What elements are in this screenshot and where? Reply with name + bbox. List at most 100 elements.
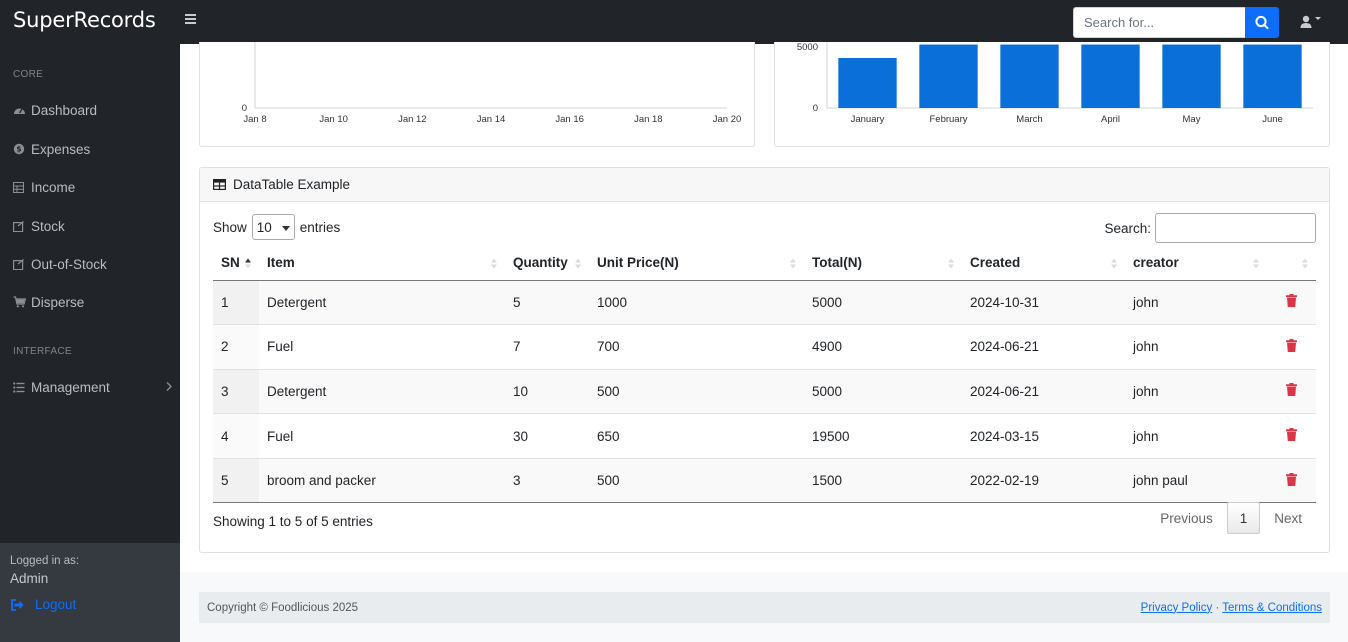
- caret-down-icon: [1315, 17, 1321, 20]
- column-header-total[interactable]: Total(N): [804, 246, 962, 281]
- bar-may: [1162, 44, 1221, 108]
- x-tick-label: June: [1262, 114, 1283, 125]
- cell-actions: [1267, 457, 1316, 504]
- column-header-quantity[interactable]: Quantity: [505, 246, 589, 281]
- sidebar-item-out-of-stock[interactable]: Out-of-Stock: [13, 253, 173, 275]
- page-length-control: Show 10 entries: [213, 214, 340, 240]
- footer-separator: ·: [1215, 601, 1220, 614]
- show-label: Show: [213, 219, 247, 235]
- column-header-actions[interactable]: [1267, 246, 1316, 281]
- column-header-creator[interactable]: creator: [1125, 246, 1267, 281]
- sort-icon: [1302, 258, 1308, 269]
- trash-icon[interactable]: [1286, 338, 1297, 352]
- cell-actions: [1267, 324, 1316, 370]
- cell-item: Fuel: [259, 413, 505, 459]
- sidebar-item-management[interactable]: Management: [13, 376, 173, 398]
- table-header-row: SN Item Quantity Unit Price(N) Total(N) …: [213, 246, 1316, 281]
- table-icon: [13, 181, 31, 193]
- cell-quantity: 10: [505, 368, 589, 414]
- trash-icon[interactable]: [1286, 472, 1297, 486]
- sidebar-item-stock[interactable]: Stock: [13, 215, 173, 237]
- cell-creator: john paul: [1125, 457, 1267, 504]
- sort-icon: [948, 258, 954, 269]
- footer-links: Privacy Policy · Terms & Conditions: [1141, 602, 1322, 614]
- sidebar-toggle-button[interactable]: [185, 14, 196, 28]
- cell-unit-price: 500: [589, 368, 804, 414]
- footer: Copyright © Foodlicious 2025 Privacy Pol…: [199, 592, 1330, 623]
- column-header-item[interactable]: Item: [259, 246, 505, 281]
- cell-unit-price: 1000: [589, 279, 804, 325]
- sidebar-item-label: Stock: [31, 218, 65, 234]
- cell-quantity: 5: [505, 279, 589, 325]
- user-menu-button[interactable]: [1299, 12, 1325, 32]
- column-header-sn[interactable]: SN: [213, 246, 259, 281]
- y-tick-label: 0: [813, 103, 818, 114]
- sidebar-item-dashboard[interactable]: Dashboard: [13, 99, 173, 121]
- trash-icon[interactable]: [1286, 294, 1297, 308]
- cell-sn: 4: [213, 413, 259, 459]
- cell-creator: john: [1125, 324, 1267, 370]
- logout-link[interactable]: Logout: [10, 597, 76, 612]
- chevron-right-icon: [166, 382, 172, 391]
- cell-total: 1500: [804, 457, 962, 504]
- table-row: 2 Fuel 7 700 4900 2024-06-21 john: [213, 324, 1316, 370]
- main-content: 0 Jan 8 Jan 10 Jan 12 Jan 14 Jan 16 Jan 18 Jan …: [180, 42, 1348, 642]
- page-length-value: 10: [256, 219, 272, 235]
- cart-icon: [13, 296, 31, 308]
- search-input[interactable]: [1073, 7, 1246, 38]
- chevron-down-icon: [281, 226, 290, 231]
- cell-item: Detergent: [259, 368, 505, 414]
- trash-icon[interactable]: [1286, 383, 1297, 397]
- table-row: 1 Detergent 5 1000 5000 2024-10-31 john: [213, 279, 1316, 325]
- copyright-text: Copyright © Foodlicious 2025: [207, 601, 359, 614]
- pagination-page-1[interactable]: 1: [1226, 502, 1261, 534]
- cell-created: 2024-06-21: [962, 324, 1125, 370]
- bar-march: [1000, 44, 1059, 108]
- sidebar: CORE Dashboard $ Expenses Income Stock O…: [0, 44, 180, 642]
- sidebar-item-label: Expenses: [31, 141, 91, 157]
- logout-label: Logout: [35, 597, 77, 612]
- user-icon: [1300, 15, 1321, 28]
- bar-february: [919, 44, 978, 108]
- x-tick-label: Jan 16: [555, 114, 584, 125]
- box-icon: [13, 220, 31, 232]
- column-header-unit-price[interactable]: Unit Price(N): [589, 246, 804, 281]
- table-search-input[interactable]: [1155, 213, 1316, 243]
- cell-quantity: 3: [505, 457, 589, 504]
- pagination-next[interactable]: Next: [1274, 510, 1302, 526]
- x-tick-label: Jan 20: [713, 114, 742, 125]
- x-tick-label: March: [1016, 114, 1042, 125]
- money-icon: $: [13, 143, 31, 155]
- table-row: 4 Fuel 30 650 19500 2024-03-15 john: [213, 413, 1316, 459]
- sidebar-item-label: Income: [31, 179, 76, 195]
- trash-icon[interactable]: [1286, 428, 1297, 442]
- table-info: Showing 1 to 5 of 5 entries: [213, 514, 373, 529]
- cell-creator: john: [1125, 368, 1267, 414]
- sidebar-item-disperse[interactable]: Disperse: [13, 291, 173, 313]
- cell-unit-price: 650: [589, 413, 804, 459]
- sidebar-item-label: Dashboard: [31, 102, 98, 118]
- cell-sn: 5: [213, 457, 259, 504]
- entries-label: entries: [299, 219, 341, 235]
- column-header-created[interactable]: Created: [962, 246, 1125, 281]
- search-button[interactable]: [1245, 7, 1279, 38]
- terms-link[interactable]: Terms & Conditions: [1222, 601, 1322, 614]
- pagination-previous[interactable]: Previous: [1160, 510, 1213, 526]
- list-icon: [13, 381, 31, 393]
- x-tick-label: January: [851, 114, 885, 125]
- sidebar-heading-core: CORE: [13, 69, 44, 80]
- bar-april: [1081, 44, 1140, 108]
- privacy-policy-link[interactable]: Privacy Policy: [1140, 601, 1213, 614]
- bar-chart-card: January February March April May June 0 5000: [774, 42, 1330, 147]
- bar-chart: January February March April May June 0 5000: [797, 42, 1313, 125]
- sidebar-item-income[interactable]: Income: [13, 176, 173, 198]
- sidebar-item-expenses[interactable]: $ Expenses: [13, 138, 173, 160]
- dashboard-icon: [13, 104, 31, 116]
- sign-out-icon: [11, 598, 24, 611]
- cell-sn: 2: [213, 324, 259, 370]
- table-filter: Search:: [1104, 213, 1316, 243]
- cell-unit-price: 700: [589, 324, 804, 370]
- page-length-select[interactable]: 10: [251, 214, 295, 240]
- brand-logo[interactable]: SuperRecords: [13, 8, 156, 32]
- datatable-card: DataTable Example Show 10 entries Search…: [199, 167, 1330, 553]
